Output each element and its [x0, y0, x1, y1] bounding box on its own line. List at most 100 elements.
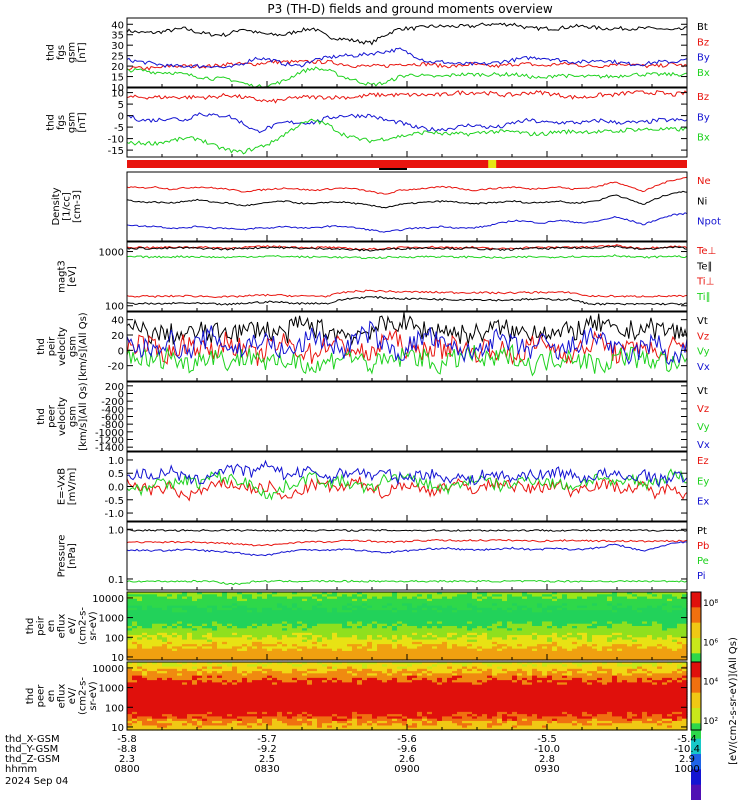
ylabel-line: sr-eV)	[88, 611, 99, 640]
legend-Vx: Vx	[697, 362, 710, 373]
ytick-label: 40	[111, 20, 124, 31]
ylabel-line: [nT]	[77, 42, 88, 62]
plot-title: P3 (TH-D) fields and ground moments over…	[267, 2, 552, 16]
ytick-label: 200	[105, 382, 124, 393]
panel-peir: thdpeirvelocitygsm[km/s](All Qs)-2002040…	[36, 312, 710, 381]
series-fgs2-line	[127, 119, 687, 154]
legend-Ti⊥: Ti⊥	[696, 277, 714, 288]
ytick-label: 100	[105, 302, 124, 313]
ylabel-density: Density[1/cc][cm-3]	[51, 187, 83, 225]
ytick-label: 1.0	[108, 456, 124, 467]
ytick-label: 0.0	[108, 483, 124, 494]
ylabel-line: peir	[47, 336, 58, 356]
panel-frame	[127, 522, 687, 590]
ytick-label: 0	[118, 346, 124, 357]
ylabel-line: thd	[36, 408, 47, 425]
ylabel-line: [mV/m]	[67, 468, 78, 506]
ytick-label: 35	[111, 31, 124, 42]
series-density-line	[127, 177, 687, 194]
ytick-label: -10	[108, 135, 124, 146]
legend-Vt: Vt	[697, 316, 708, 327]
ylabel-line: thd	[25, 688, 36, 705]
ytick-label: -5	[114, 123, 124, 134]
legend-Bx: Bx	[697, 133, 710, 144]
legend-Ni: Ni	[697, 196, 707, 207]
panel-frame	[127, 172, 687, 241]
series-fgs2-line	[127, 113, 687, 133]
legend-Pt: Pt	[697, 526, 707, 537]
ylabel-line: eV/	[67, 687, 78, 704]
ylabel-line: (cm2-s-	[78, 607, 89, 645]
ytick-label: -15	[108, 146, 124, 157]
panel-frame	[127, 242, 687, 311]
ylabel-line: velocity	[57, 397, 68, 436]
ylabel-line: eflux	[57, 684, 68, 709]
panel-frame	[127, 452, 687, 521]
ylabel-line: [nT]	[77, 112, 88, 132]
legend-Vz: Vz	[697, 331, 709, 342]
ylabel-line: [eV]	[67, 266, 78, 287]
ylabel-peir: thdpeirvelocitygsm[km/s](All Qs)	[36, 312, 89, 380]
legend-Ti∥: Ti∥	[696, 292, 711, 303]
panel-peer_en: thdpeerenefluxeV/(cm2-s-sr-eV)1010010001…	[25, 662, 688, 734]
ylabel-temp: magt3[eV]	[57, 260, 79, 293]
ytick-label: 20	[111, 331, 124, 342]
series-temp-line	[127, 296, 687, 305]
series-temp-line	[127, 290, 687, 298]
ylabel-line: peir	[36, 615, 47, 635]
panel-peer: thdpeervelocitygsm[km/s](All Qs)-1400-12…	[36, 382, 687, 454]
ylabel-line: thd	[36, 338, 47, 355]
ylabel-line: Pressure	[57, 535, 68, 578]
ytick-label: 100	[105, 633, 124, 644]
ylabel-pressure: Pressure[nPa]	[57, 535, 79, 578]
series-pressure-line	[127, 530, 687, 532]
legend-Bz: Bz	[697, 37, 709, 48]
ylabel-fgs2: thdfgsgsm[nT]	[46, 112, 89, 133]
ytick-label: 0	[118, 112, 124, 123]
ylabel-efield: E=-VxB[mV/m]	[57, 468, 79, 506]
ylabel-line: gsm	[68, 336, 79, 357]
series-pressure-line	[127, 542, 687, 556]
ylabel-line: gsm	[68, 406, 79, 427]
ylabel-line: eV/	[67, 617, 78, 634]
ylabel-peer_en: thdpeerenefluxeV/(cm2-s-sr-eV)	[25, 677, 99, 715]
ylabel-line: fgs	[56, 115, 67, 130]
ylabel-line: magt3	[57, 260, 68, 293]
legend-Te∥: Te∥	[696, 261, 713, 272]
ytick-label: 30	[111, 41, 124, 52]
series-pressure-line	[127, 580, 687, 584]
ytick-label: 10	[111, 653, 124, 664]
legend-Bz: Bz	[697, 92, 709, 103]
series-pressure-line	[127, 540, 687, 546]
ylabel-line: eflux	[57, 614, 68, 639]
ytick-label: 1000	[99, 248, 124, 259]
ytick-label: 10000	[92, 594, 124, 605]
ylabel-line: Density	[51, 187, 62, 225]
ylabel-peir_en: thdpeirenefluxeV/(cm2-s-sr-eV)	[25, 607, 99, 645]
ytick-label: 40	[111, 316, 124, 327]
legend-Npot: Npot	[697, 217, 721, 228]
panel-frame	[127, 88, 687, 157]
ytick-label: -1.0	[104, 509, 124, 520]
panel-peir_en: thdpeirenefluxeV/(cm2-s-sr-eV)1010010001…	[25, 592, 688, 664]
ylabel-line: velocity	[57, 327, 68, 366]
legend-Pi: Pi	[697, 571, 706, 582]
ylabel-line: sr-eV)	[88, 681, 99, 710]
legend-Ey: Ey	[697, 476, 709, 487]
ytick-label: 5	[118, 100, 124, 111]
legend-By: By	[697, 112, 710, 123]
ylabel-line: thd	[25, 618, 36, 635]
series-density-line	[127, 213, 687, 232]
ylabel-line: gsm	[67, 42, 78, 63]
series-peir-line	[127, 330, 687, 366]
legend-Bx: Bx	[697, 68, 710, 79]
series-fgs2-line	[127, 91, 687, 103]
ylabel-line: gsm	[67, 112, 78, 133]
ylabel-line: en	[46, 620, 57, 633]
